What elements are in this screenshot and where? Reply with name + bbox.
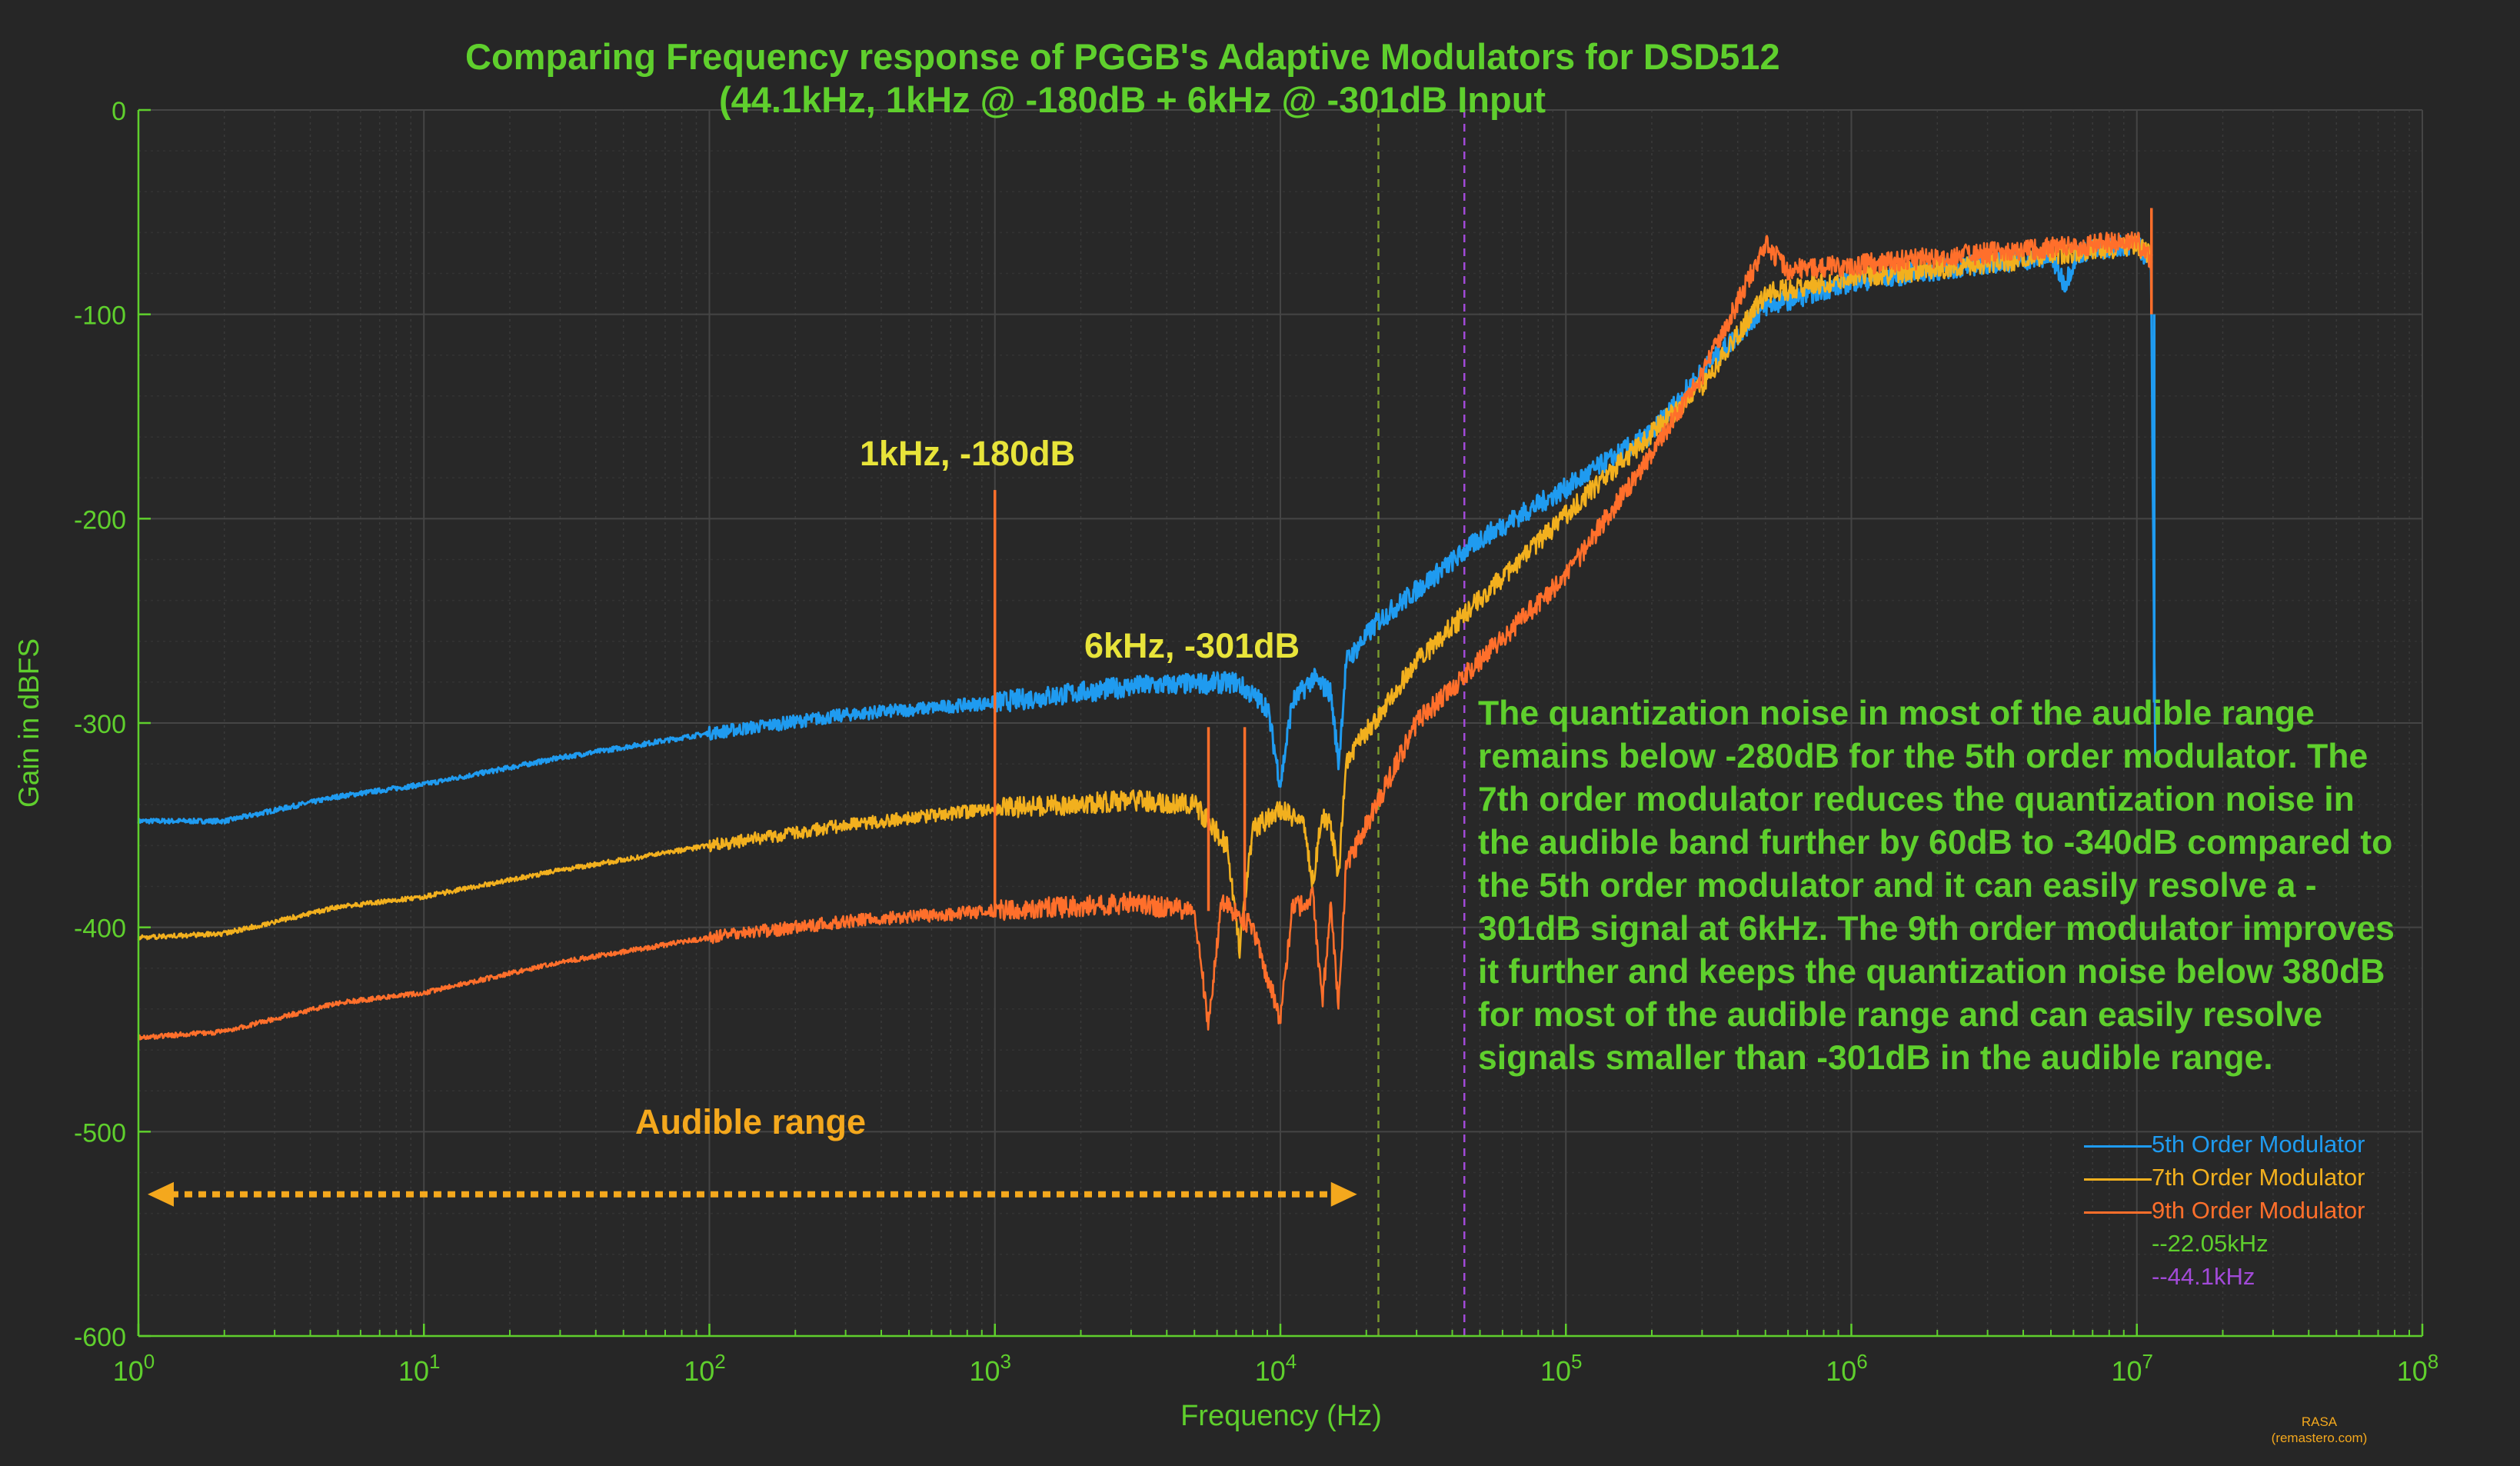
x-tick-label: 104 <box>1255 1350 1297 1387</box>
note-line: it further and keeps the quantization no… <box>1478 953 2385 991</box>
note-line: the 5th order modulator and it can easil… <box>1478 867 2317 905</box>
x-tick-label: 101 <box>398 1350 441 1387</box>
x-tick-label: 102 <box>684 1350 726 1387</box>
legend-label: 5th Order Modulator <box>2152 1131 2365 1158</box>
y-tick-label: 0 <box>112 97 126 126</box>
legend-swatch <box>2084 1178 2152 1181</box>
series-lines <box>137 208 2157 1041</box>
x-tick-label: 107 <box>2111 1350 2153 1387</box>
audible-range-label: Audible range <box>635 1102 867 1141</box>
note-line: 7th order modulator reduces the quantiza… <box>1478 781 2355 818</box>
y-tick-label: -400 <box>74 915 126 944</box>
note-line: for most of the audible range and can ea… <box>1478 996 2322 1034</box>
x-tick-label: 108 <box>2397 1350 2439 1387</box>
series-line-7th <box>137 235 2153 959</box>
x-tick-label: 105 <box>1540 1350 1583 1387</box>
note-line: signals smaller than -301dB in the audib… <box>1478 1039 2273 1077</box>
credit: RASA (remastero.com) <box>2272 1414 2368 1446</box>
grid <box>138 109 2423 1337</box>
note-line: the audible band further by 60dB to -340… <box>1478 824 2393 861</box>
x-tick-label: 103 <box>969 1350 1011 1387</box>
audible-range-arrowhead-right <box>1330 1181 1357 1207</box>
y-tick-label: -200 <box>74 505 126 535</box>
y-tick-label: -300 <box>74 710 126 739</box>
chart-subtitle: (44.1kHz, 1kHz @ -180dB + 6kHz @ -301dB … <box>719 79 1546 120</box>
series-line-9th <box>137 231 2153 1041</box>
credit-site: (remastero.com) <box>2271 1431 2368 1445</box>
legend-label: 7th Order Modulator <box>2152 1164 2365 1191</box>
x-axis-label: Frequency (Hz) <box>1180 1400 1382 1432</box>
note-line: remains below -280dB for the 5th order m… <box>1478 738 2369 775</box>
audible-range-arrow <box>148 1181 1357 1207</box>
annotation-6khz: 6kHz, -301dB <box>1084 626 1300 665</box>
legend-swatch <box>2084 1211 2152 1214</box>
annotation-1khz: 1kHz, -180dB <box>860 434 1076 473</box>
credit-name: RASA <box>2301 1414 2338 1429</box>
note-line: The quantization noise in most of the au… <box>1478 695 2315 732</box>
legend-label: --22.05kHz <box>2152 1230 2269 1257</box>
legend-label: 9th Order Modulator <box>2152 1197 2365 1224</box>
chart-title: Comparing Frequency response of PGGB's A… <box>465 36 1780 77</box>
y-tick-label: -600 <box>74 1323 126 1352</box>
audible-range-arrowhead-left <box>148 1181 174 1207</box>
y-tick-label: -100 <box>74 302 126 331</box>
explanation-note: The quantization noise in most of the au… <box>1478 692 2485 1080</box>
legend-swatch <box>2084 1145 2152 1148</box>
legend-label: --44.1kHz <box>2152 1263 2255 1290</box>
x-tick-label: 100 <box>113 1350 155 1387</box>
axes <box>137 108 2424 1338</box>
y-tick-label: -500 <box>74 1118 126 1148</box>
y-axis-label: Gain in dBFS <box>13 638 45 808</box>
note-line: 301dB signal at 6kHz. The 9th order modu… <box>1478 910 2395 948</box>
x-tick-label: 106 <box>1826 1350 1868 1387</box>
